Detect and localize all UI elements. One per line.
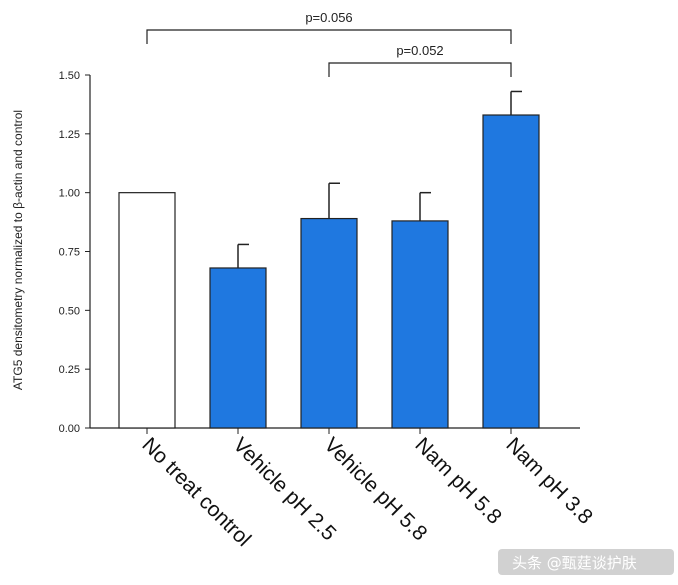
category-label: Nam pH 5.8 bbox=[410, 433, 505, 528]
y-axis-label: ATG5 densitometry normalized to β-actin … bbox=[11, 110, 25, 390]
significance-bracket bbox=[328, 62, 512, 77]
error-bar-group bbox=[237, 90, 522, 268]
y-tick-label: 0.50 bbox=[59, 305, 80, 317]
watermark-background bbox=[498, 549, 674, 575]
bar bbox=[391, 220, 449, 429]
watermark: 头条 @甄莛谈护肤 bbox=[498, 549, 674, 575]
significance-brackets: p=0.056 p=0.052 bbox=[146, 10, 512, 77]
y-tick-label: 0.75 bbox=[59, 247, 80, 259]
y-tick-label: 0.25 bbox=[59, 364, 80, 376]
bar bbox=[118, 192, 176, 429]
y-tick-label: 1.25 bbox=[59, 129, 80, 141]
bar-group bbox=[118, 114, 540, 429]
y-tick-label: 0.00 bbox=[59, 423, 80, 435]
y-tick-label: 1.00 bbox=[59, 188, 80, 200]
bar bbox=[482, 114, 540, 429]
bar bbox=[300, 217, 358, 429]
p-value-label: p=0.052 bbox=[396, 43, 443, 58]
bar bbox=[209, 267, 267, 429]
significance-bracket bbox=[146, 29, 512, 44]
y-tick-label: 1.50 bbox=[59, 70, 80, 82]
watermark-text: 头条 @甄莛谈护肤 bbox=[512, 554, 637, 572]
category-label: Nam pH 3.8 bbox=[501, 433, 596, 528]
p-value-label: p=0.056 bbox=[305, 10, 352, 25]
